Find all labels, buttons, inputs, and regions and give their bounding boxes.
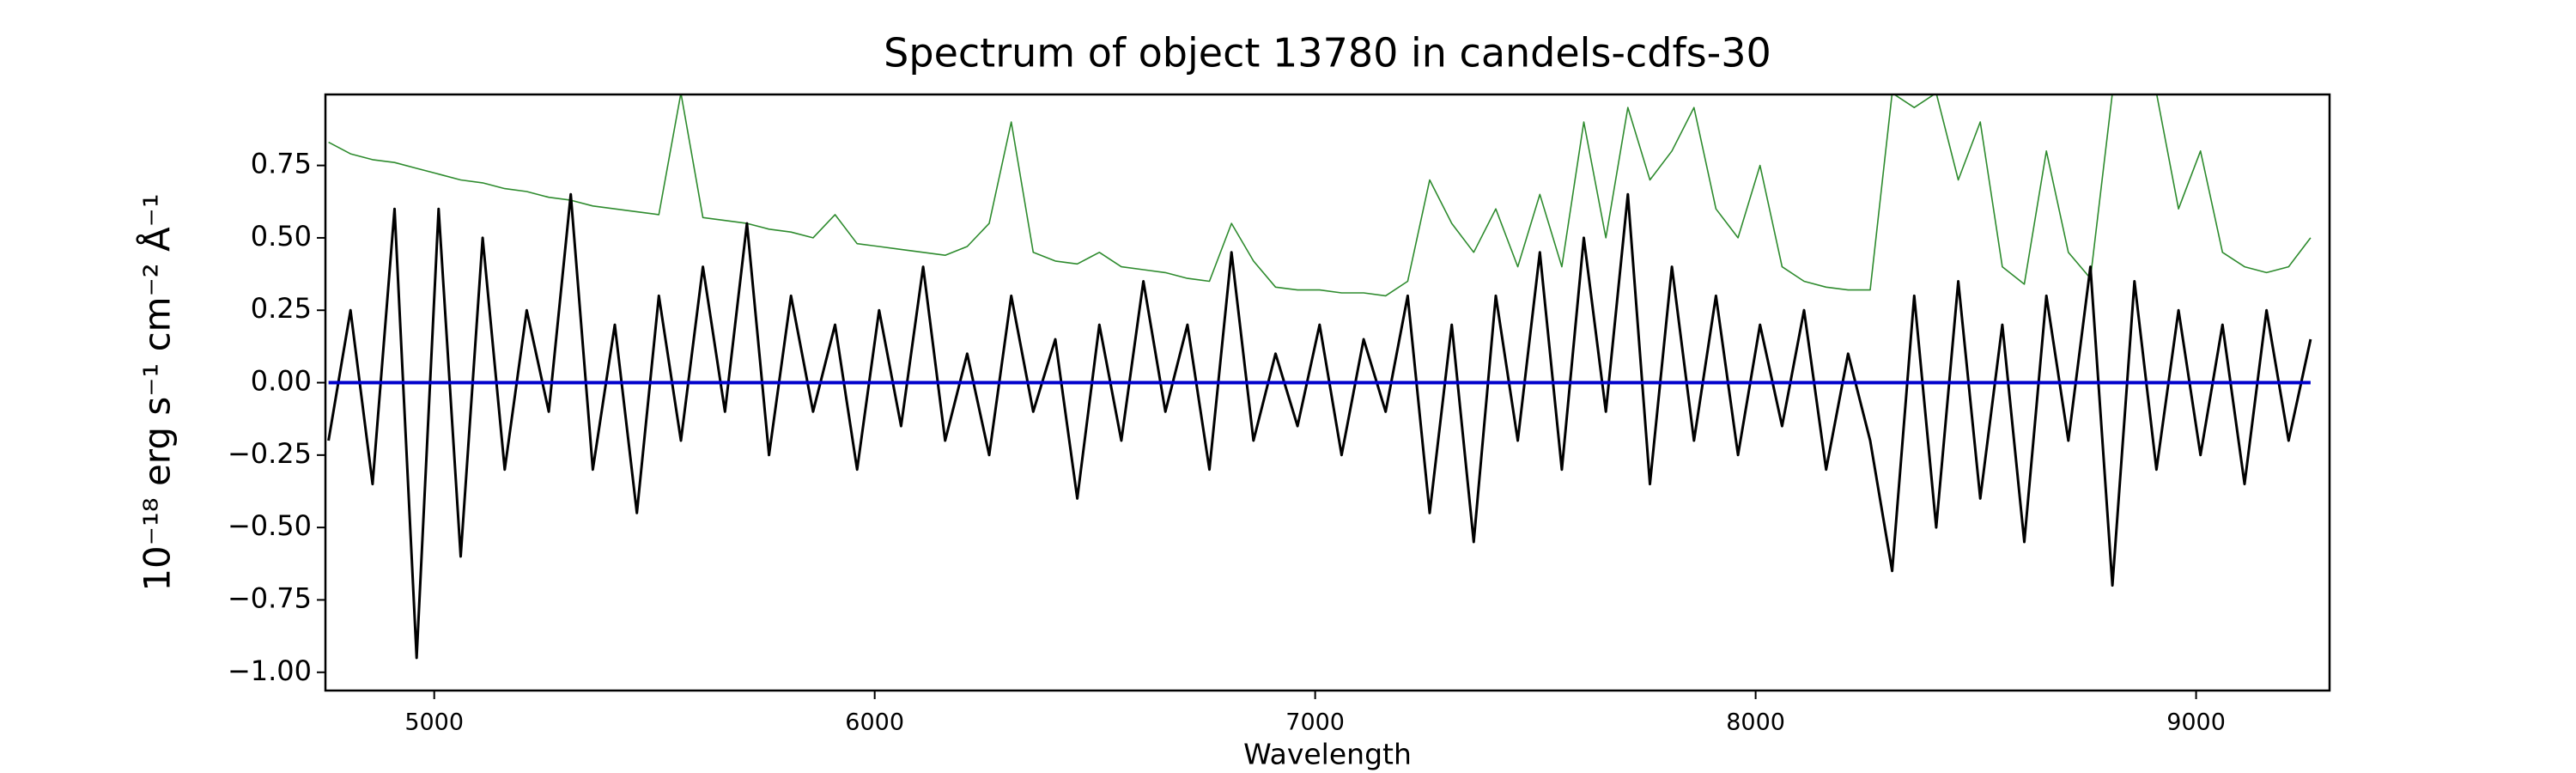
y-tick-label: −0.50	[228, 509, 312, 542]
spectrum-line	[328, 94, 2312, 297]
y-tick-label: 0.00	[251, 365, 312, 398]
y-tick-label: 0.25	[251, 292, 312, 325]
chart-title: Spectrum of object 13780 in candels-cdfs…	[884, 30, 1771, 76]
spectrum-line	[327, 192, 2312, 660]
plot-area	[327, 94, 2312, 660]
x-tick-label: 9000	[2166, 709, 2226, 736]
x-tick-label: 6000	[845, 709, 904, 736]
y-tick-label: −1.00	[228, 654, 312, 687]
x-axis-label: Wavelength	[1243, 738, 1412, 771]
plot-frame	[324, 93, 2331, 692]
y-tick-label: 0.50	[251, 220, 312, 253]
x-tick-label: 5000	[404, 709, 464, 736]
x-tick-label: 8000	[1726, 709, 1785, 736]
y-tick-label: −0.25	[228, 437, 312, 470]
y-tick-label: 0.75	[251, 148, 312, 180]
y-tick-label: −0.75	[228, 581, 312, 614]
x-tick-label: 7000	[1285, 709, 1345, 736]
y-axis-label: 10⁻¹⁸ erg s⁻¹ cm⁻² Å⁻¹	[136, 193, 179, 591]
